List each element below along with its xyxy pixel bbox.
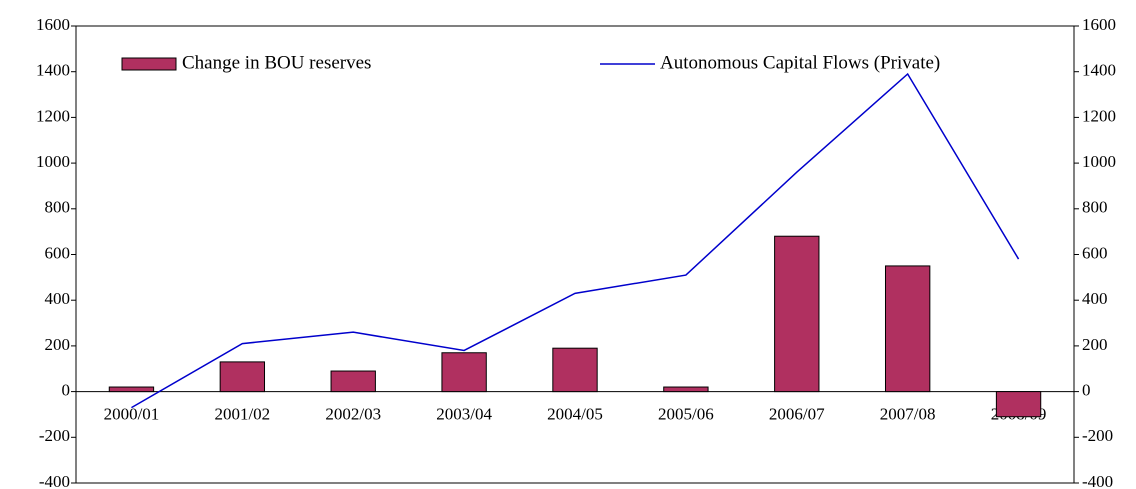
x-tick-label: 2005/06: [658, 405, 714, 424]
bar: [995, 391, 1042, 418]
x-tick-label: 2007/08: [880, 405, 936, 424]
y2-tick-label: 1400: [1082, 61, 1116, 80]
x-tick-label: 2000/01: [104, 405, 160, 424]
y2-tick-label: 200: [1082, 335, 1108, 354]
y-tick-label: -200: [39, 426, 70, 445]
y-tick-label: 800: [45, 198, 71, 217]
y2-tick-label: 1000: [1082, 152, 1116, 171]
y-tick-label: 1000: [36, 152, 70, 171]
x-tick-label: 2001/02: [214, 405, 270, 424]
x-tick-label: 2006/07: [769, 405, 825, 424]
x-tick-label: 2003/04: [436, 405, 492, 424]
bar: [663, 386, 709, 393]
y-tick-label: 400: [45, 289, 71, 308]
bar: [552, 347, 598, 393]
line: [131, 72, 1020, 409]
y2-tick-label: -200: [1082, 426, 1113, 445]
legend-swatch: [121, 57, 177, 71]
legend-label: Autonomous Capital Flows (Private): [660, 52, 940, 73]
y2-tick-label: 1600: [1082, 15, 1116, 34]
y-tick-label: -400: [39, 472, 70, 489]
y2-tick-label: 400: [1082, 289, 1108, 308]
y-tick-label: 1400: [36, 61, 70, 80]
x-tick-label: 2004/05: [547, 405, 603, 424]
y-tick-label: 1200: [36, 106, 70, 125]
bar: [219, 361, 266, 393]
y-tick-label: 600: [45, 243, 71, 262]
y-tick-label: 0: [62, 381, 71, 400]
bar: [108, 386, 155, 393]
y2-tick-label: 0: [1082, 381, 1091, 400]
bar: [330, 370, 376, 393]
y-tick-label: 1600: [36, 15, 70, 34]
y-tick-label: 200: [45, 335, 71, 354]
bar: [774, 235, 820, 393]
y2-tick-label: 600: [1082, 243, 1108, 262]
y2-tick-label: -400: [1082, 472, 1113, 489]
bar: [441, 352, 487, 393]
legend-label: Change in BOU reserves: [182, 52, 371, 73]
y2-tick-label: 800: [1082, 198, 1108, 217]
x-tick-label: 2002/03: [325, 405, 381, 424]
y2-tick-label: 1200: [1082, 106, 1116, 125]
bar: [884, 265, 931, 393]
